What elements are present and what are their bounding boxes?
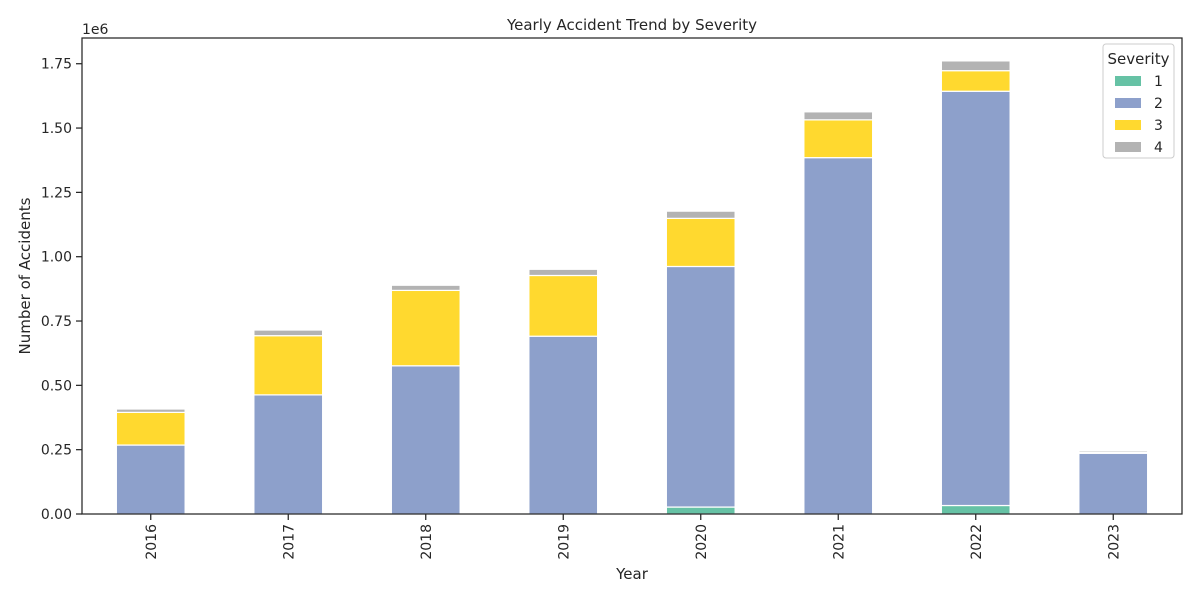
bar-2023-severity-2 (1078, 452, 1149, 515)
y-tick-label: 1.50 (41, 121, 72, 137)
legend: Severity 1 2 3 4 (1102, 43, 1175, 159)
y-tick-label: 1.25 (41, 185, 72, 201)
y-axis-offset-label: 1e6 (82, 22, 109, 38)
x-tick-label: 2019 (556, 524, 572, 560)
bar-2022-severity-4 (940, 60, 1011, 72)
legend-swatch-2 (1115, 98, 1141, 108)
bars-group (115, 60, 1149, 515)
bar-2018-severity-4 (390, 284, 461, 292)
legend-swatch-4 (1115, 142, 1141, 152)
y-tick-label: 0.50 (41, 378, 72, 394)
legend-label-1: 1 (1154, 74, 1163, 90)
y-tick-label: 0.00 (41, 507, 72, 523)
bar-2016-severity-4 (115, 408, 186, 413)
bar-2020-severity-3 (665, 217, 736, 268)
chart-title: Yearly Accident Trend by Severity (506, 16, 757, 34)
legend-swatch-3 (1115, 120, 1141, 130)
y-tick-label: 0.25 (41, 443, 72, 459)
bar-2021-severity-3 (803, 119, 874, 159)
legend-label-2: 2 (1154, 96, 1163, 112)
bar-2018-severity-3 (390, 289, 461, 367)
bar-2021-severity-4 (803, 111, 874, 121)
y-tick-label: 1.00 (41, 250, 72, 266)
bar-2022-severity-3 (940, 70, 1011, 92)
legend-swatch-1 (1115, 76, 1141, 86)
bar-2023-severity-4 (1078, 450, 1149, 453)
legend-title: Severity (1108, 50, 1170, 68)
x-tick-label: 2018 (419, 524, 435, 560)
x-axis-label: Year (615, 565, 649, 583)
plot-frame (81, 37, 1183, 515)
y-tick-label: 0.75 (41, 314, 72, 330)
bar-2022-severity-2 (940, 90, 1011, 507)
bar-2017-severity-2 (253, 394, 324, 515)
bar-2017-severity-4 (253, 329, 324, 337)
bar-2020-severity-2 (665, 265, 736, 508)
bar-2020-severity-4 (665, 210, 736, 219)
bar-2022-severity-1 (940, 504, 1011, 515)
y-axis-label: Number of Accidents (16, 197, 34, 354)
bar-2019-severity-2 (528, 335, 599, 515)
bar-2020-severity-1 (665, 506, 736, 515)
x-tick-label: 2017 (281, 524, 297, 560)
bar-2021-severity-2 (803, 157, 874, 515)
bar-2016-severity-2 (115, 444, 186, 515)
x-tick-label: 2022 (969, 524, 985, 560)
x-tick-label: 2023 (1106, 524, 1122, 560)
bar-2017-severity-3 (253, 335, 324, 396)
x-tick-label: 2020 (694, 524, 710, 560)
axes-group: 0.00 0.25 0.50 0.75 1.00 1.25 1.50 1.75 2016 2017… (41, 37, 1183, 560)
bar-2019-severity-4 (528, 268, 599, 277)
bar-2016-severity-3 (115, 411, 186, 446)
x-tick-label: 2021 (831, 524, 847, 560)
y-tick-label: 1.75 (41, 57, 72, 73)
bar-2019-severity-3 (528, 274, 599, 337)
legend-label-4: 4 (1154, 140, 1163, 156)
x-tick-label: 2016 (144, 524, 160, 560)
legend-label-3: 3 (1154, 118, 1163, 134)
bar-2018-severity-2 (390, 365, 461, 515)
